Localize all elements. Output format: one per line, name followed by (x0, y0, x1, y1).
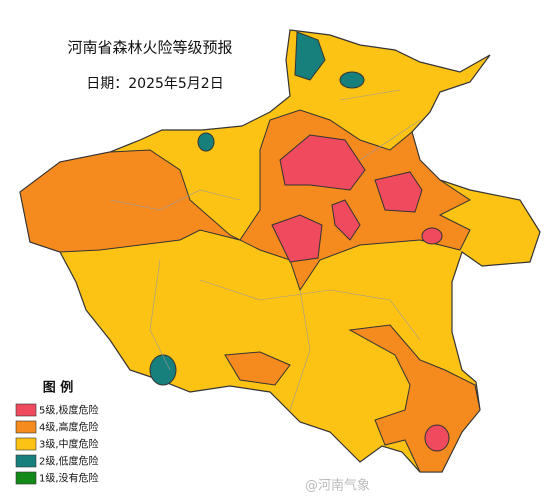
legend-label: 2级,低度危险 (39, 455, 99, 468)
teal-region (149, 354, 177, 386)
red-region (331, 199, 361, 241)
legend-label: 3级,中度危险 (39, 438, 99, 451)
legend-swatch (15, 437, 37, 451)
map-title: 河南省森林火险等级预报 (67, 39, 232, 57)
red-region (421, 227, 443, 245)
legend-swatch (15, 420, 37, 434)
teal-region (294, 31, 326, 81)
legend-title: 图 例 (43, 380, 74, 396)
orange-region (19, 109, 471, 292)
watermark: @河南气象 (305, 478, 370, 494)
legend: 5级,极度危险 4级,高度危险 3级,中度危险 2级,低度危险 1级,没有危险 (15, 403, 99, 485)
county-borders (109, 89, 421, 411)
teal-region (197, 132, 215, 152)
map-date: 日期：2025年5月2日 (86, 76, 223, 92)
teal-region (339, 71, 365, 89)
legend-label: 5级,极度危险 (39, 404, 99, 417)
legend-swatch (15, 403, 37, 417)
legend-swatch (15, 454, 37, 468)
province-map (19, 29, 541, 473)
red-region (279, 134, 366, 191)
orange-region (224, 351, 291, 386)
legend-label: 1级,没有危险 (39, 472, 99, 485)
red-region (374, 171, 423, 213)
legend-swatch (15, 471, 37, 485)
red-region (424, 424, 450, 452)
legend-label: 4级,高度危险 (39, 421, 99, 434)
red-region (271, 214, 323, 263)
